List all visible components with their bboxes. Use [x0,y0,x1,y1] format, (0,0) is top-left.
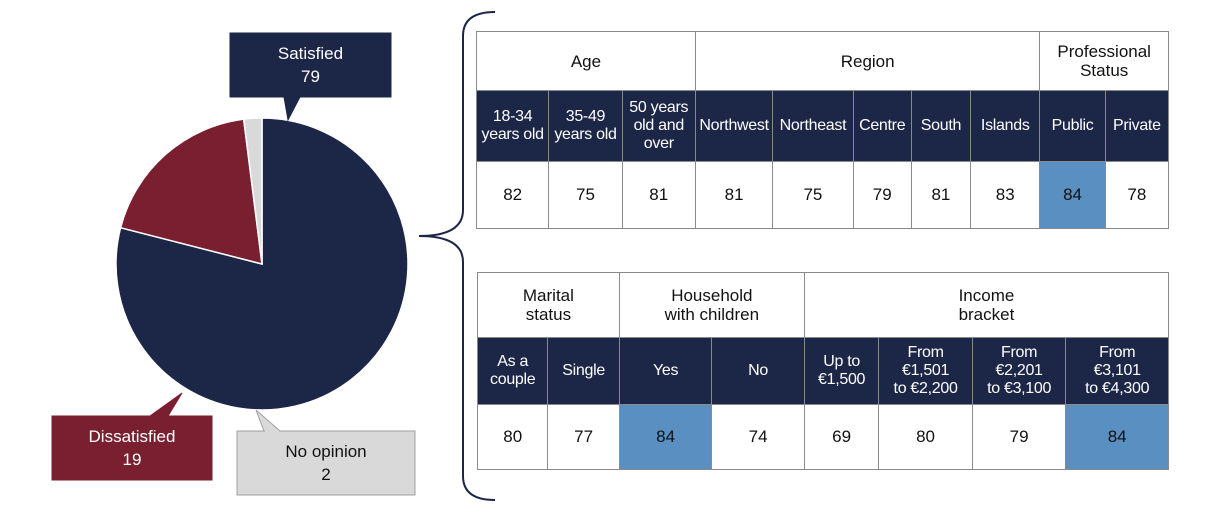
value-cell: 81 [910,161,972,229]
column-header: South [910,90,972,162]
value-cell: 80 [878,404,973,470]
value-cell: 83 [970,161,1041,229]
value-cell: 79 [852,161,912,229]
callout-label: No opinion [285,442,366,461]
group-header: Professional Status [1039,31,1169,91]
breakdown-table-top: Age Region Professional Status 18-34 years … [475,31,1170,229]
column-header: From €2,201 to €3,100 [971,337,1067,405]
value-cell: 69 [803,404,880,470]
value-cell: 74 [711,404,805,470]
pie-slice-dissatisfied [119,118,263,266]
group-brace [418,11,495,501]
value-cell: 81 [621,161,696,229]
value-cell: 80 [476,404,549,470]
value-cell: 75 [548,161,623,229]
callout-label: Satisfied [278,44,343,63]
column-header: 50 years old and over [621,90,696,162]
value-cell: 75 [772,161,854,229]
value-cell: 78 [1104,161,1170,229]
callout-label: Dissatisfied [89,427,176,446]
column-header: From €3,101 to €4,300 [1065,337,1169,405]
column-header: Northwest [694,90,774,162]
value-cell: 84 [1039,161,1106,229]
pie-callouts: Satisfied 79 Dissatisfied 19 No opinion 2 [51,32,416,496]
callout-value: 19 [123,450,142,469]
column-header: Single [547,337,620,405]
breakdown-table-bottom: Marital status Household with children Inc… [476,272,1170,470]
group-header: Marital status [477,272,620,338]
column-header: Northeast [772,90,854,162]
column-header: From €1,501 to €2,200 [878,337,973,405]
group-header: Region [694,31,1041,91]
group-header: Income bracket [803,272,1170,338]
column-header: No [711,337,805,405]
column-header: Yes [618,337,713,405]
callout-dissatisfied: Dissatisfied 19 [51,392,213,481]
pie-slices [115,117,409,411]
group-header: Household with children [618,272,805,338]
column-header: Private [1104,90,1170,162]
column-header: Public [1039,90,1106,162]
column-header: 35-49 years old [548,90,623,162]
column-header: 18-34 years old [475,90,550,162]
callout-no-opinion: No opinion 2 [236,409,416,496]
pie-slice-no-opinion [242,117,263,265]
value-cell: 84 [618,404,713,470]
pie-chart: Satisfied 79 Dissatisfied 19 No opinion 2 [51,32,416,496]
callout-satisfied: Satisfied 79 [229,32,392,122]
value-cell: 77 [547,404,620,470]
column-header: As a couple [476,337,549,405]
column-header: Centre [852,90,912,162]
column-header: Islands [970,90,1041,162]
column-header: Up to €1,500 [803,337,880,405]
value-cell: 81 [694,161,774,229]
callout-value: 2 [321,465,330,484]
group-header: Age [476,31,696,91]
value-cell: 84 [1065,404,1169,470]
value-cell: 82 [475,161,550,229]
value-cell: 79 [971,404,1067,470]
callout-value: 79 [301,67,320,86]
